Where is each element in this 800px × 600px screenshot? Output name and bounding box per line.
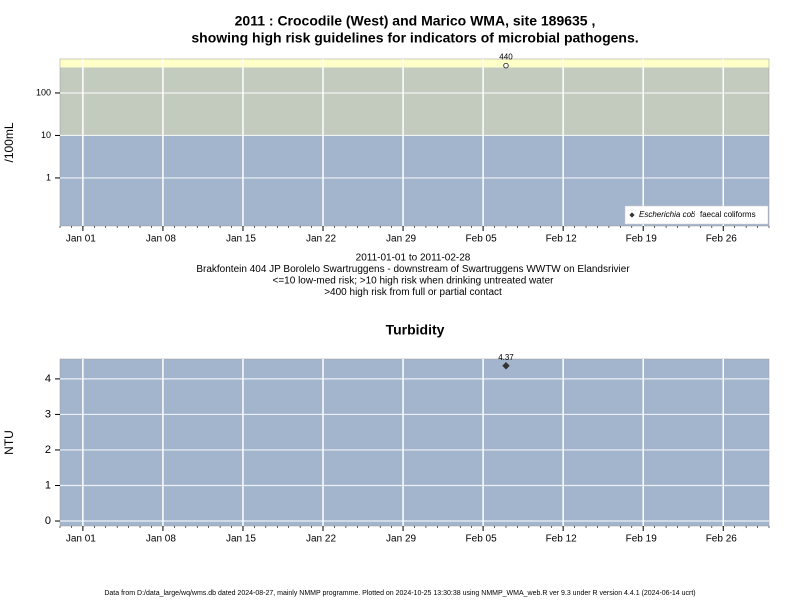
- x-tick-label: Jan 22: [306, 234, 336, 245]
- x-tick-label: Jan 29: [386, 534, 416, 545]
- y-tick-label: 3: [45, 408, 51, 420]
- x-tick-label: Jan 15: [226, 534, 256, 545]
- x-tick-label: Feb 19: [626, 534, 658, 545]
- note: Brakfontein 404 JP Borolelo Swartruggens…: [196, 264, 630, 275]
- marker-circle: [691, 213, 695, 217]
- y-tick-label: 1: [45, 479, 51, 491]
- data-label: 440: [499, 53, 513, 62]
- x-tick-label: Feb 12: [546, 234, 578, 245]
- marker-diamond: [629, 212, 635, 218]
- x-tick-label: Jan 01: [66, 234, 96, 245]
- note: 2011-01-01 to 2011-02-28: [356, 253, 471, 264]
- note: >400 high risk from full or partial cont…: [324, 287, 502, 298]
- x-tick-label: Jan 29: [386, 234, 416, 245]
- x-tick-label: Jan 08: [146, 534, 176, 545]
- marker-circle: [503, 62, 509, 69]
- y-tick-label: 4: [45, 373, 51, 385]
- y-tick-label: 100: [36, 87, 51, 97]
- x-tick-label: Jan 08: [146, 234, 176, 245]
- chart-title: 2011 : Crocodile (West) and Marico WMA, …: [235, 13, 596, 29]
- y-axis-label: NTU: [2, 430, 16, 455]
- x-tick-label: Feb 12: [546, 534, 578, 545]
- y-tick-label: 1: [46, 172, 51, 182]
- risk-band: [60, 59, 769, 68]
- legend-box: [624, 205, 769, 225]
- legend-label: Escherichia coli: [639, 210, 695, 219]
- y-tick-label: 0: [45, 515, 51, 527]
- x-tick-label: Feb 19: [626, 234, 658, 245]
- y-tick-label: 2: [45, 444, 51, 456]
- y-tick-label: 10: [41, 130, 51, 140]
- legend-label: faecal coliforms: [700, 210, 756, 219]
- x-tick-label: Feb 26: [706, 534, 738, 545]
- note: <=10 low-med risk; >10 high risk when dr…: [273, 276, 555, 287]
- risk-band: [60, 67, 769, 136]
- y-axis-label: /100mL: [2, 122, 16, 162]
- data-label: 4.37: [498, 353, 514, 362]
- risk-band: [60, 359, 769, 526]
- x-tick-label: Feb 05: [466, 534, 498, 545]
- chart-title: Turbidity: [386, 322, 445, 338]
- footer: Data from D:/data_large/wq/wms.db dated …: [104, 590, 695, 597]
- x-tick-label: Jan 22: [306, 534, 336, 545]
- marker-diamond: [502, 362, 510, 370]
- x-tick-label: Feb 26: [706, 234, 738, 245]
- x-tick-label: Jan 15: [226, 234, 256, 245]
- x-tick-label: Feb 05: [466, 234, 498, 245]
- x-tick-label: Jan 01: [66, 534, 96, 545]
- chart-title: showing high risk guidelines for indicat…: [191, 30, 638, 46]
